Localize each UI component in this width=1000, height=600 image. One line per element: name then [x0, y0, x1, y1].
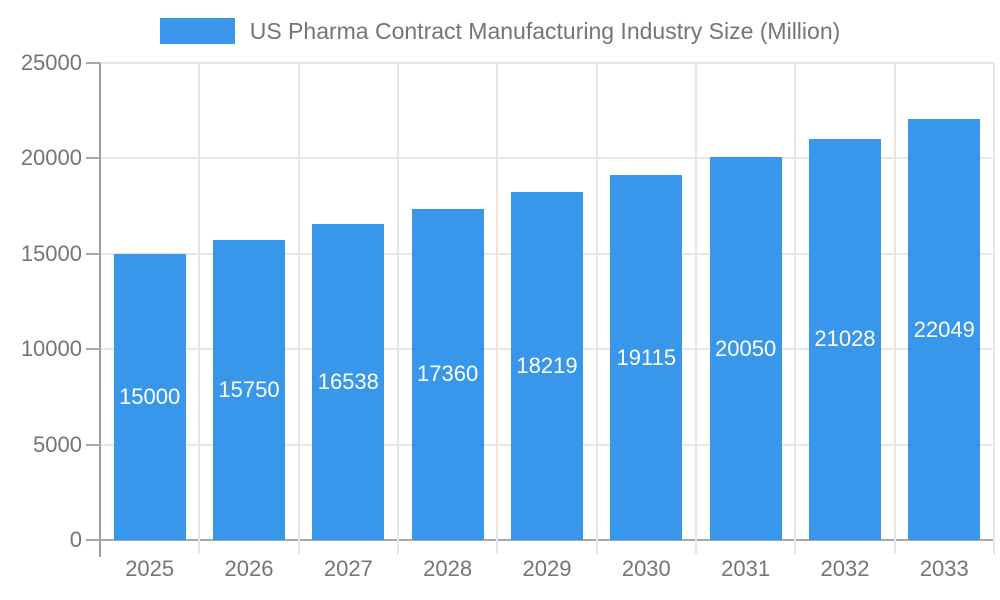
- bar-2026: 15750: [212, 239, 285, 540]
- bar-band: 21028: [795, 63, 894, 540]
- bar-band: 15000: [100, 63, 199, 540]
- gridline-vertical: [794, 63, 797, 554]
- bar-band: 20050: [696, 63, 795, 540]
- y-axis-line: [99, 63, 101, 557]
- bar-value-label: 16538: [317, 369, 379, 395]
- bar-value-label: 21028: [814, 326, 876, 352]
- x-tick-label: 2025: [125, 556, 175, 581]
- y-axis-tick: [86, 157, 100, 160]
- bar-value-label: 17360: [417, 361, 479, 387]
- y-tick-label: 25000: [20, 50, 82, 75]
- bar-2031: 20050: [709, 157, 782, 540]
- bar-2029: 18219: [510, 192, 583, 540]
- bar-value-label: 20050: [715, 335, 777, 361]
- bar-band: 22049: [895, 63, 994, 540]
- gridline-vertical: [297, 63, 300, 554]
- legend-swatch: [159, 18, 235, 44]
- y-tick-label: 10000: [20, 336, 82, 362]
- bar-band: 16538: [299, 63, 398, 540]
- y-axis-tick: [86, 62, 100, 64]
- x-axis-baseline: [100, 539, 994, 541]
- bar-2028: 17360: [411, 208, 484, 540]
- legend: US Pharma Contract Manufacturing Industr…: [0, 18, 1000, 44]
- gridline-vertical: [893, 63, 896, 554]
- y-tick-label: 5000: [33, 431, 82, 457]
- y-tick-label: 15000: [20, 240, 82, 266]
- bar-band: 18219: [497, 63, 596, 540]
- gridline-horizontal: [100, 62, 994, 64]
- bar-value-label: 18219: [516, 353, 578, 379]
- x-axis-labels: 2025 2026 2027 2028 2029 2030 2031 2032 2033: [100, 556, 994, 582]
- bar-2030: 19115: [610, 175, 683, 540]
- gridline-vertical: [496, 63, 499, 554]
- y-tick-label: 20000: [20, 145, 82, 171]
- bar-value-label: 15750: [218, 376, 280, 402]
- plot-area: 15000 15750 16538 17360 18219 19115 20050 21028…: [86, 62, 995, 557]
- x-tick-label: 2027: [323, 556, 373, 581]
- x-tick-label: 2032: [820, 556, 870, 581]
- bar-2025: 15000: [113, 253, 186, 540]
- bar-band: 15750: [199, 63, 298, 540]
- y-axis-tick: [86, 443, 100, 446]
- x-tick-label: 2028: [423, 556, 473, 581]
- y-axis-tick: [86, 252, 100, 255]
- gridline-horizontal: [100, 157, 994, 160]
- y-axis-labels: 0 5000 10000 15000 20000 25000: [0, 52, 82, 551]
- gridline-vertical: [993, 63, 995, 554]
- bar-value-label: 19115: [616, 344, 677, 370]
- y-tick-label: 0: [69, 527, 82, 552]
- gridline-vertical: [595, 63, 598, 554]
- bar-2033: 22049: [908, 119, 981, 540]
- gridline-vertical: [396, 63, 399, 554]
- bars-container: 15000 15750 16538 17360 18219 19115 20050 21028…: [100, 63, 994, 540]
- bar-value-label: 15000: [119, 383, 181, 409]
- y-axis-tick: [86, 539, 100, 541]
- bar-band: 19115: [597, 63, 696, 540]
- x-tick-label: 2029: [522, 556, 572, 581]
- legend-label: US Pharma Contract Manufacturing Industr…: [249, 18, 841, 44]
- bar-2032: 21028: [808, 138, 881, 540]
- x-tick-label: 2026: [224, 556, 274, 581]
- x-tick-label: 2031: [721, 556, 771, 581]
- bar-band: 17360: [398, 63, 497, 540]
- bar-value-label: 22049: [913, 316, 975, 342]
- x-tick-label: 2030: [621, 556, 671, 581]
- bar-2027: 16538: [312, 224, 385, 540]
- gridline-vertical: [694, 63, 697, 554]
- y-axis-tick: [86, 348, 100, 351]
- x-tick-label: 2033: [919, 556, 969, 581]
- gridline-vertical: [198, 63, 201, 554]
